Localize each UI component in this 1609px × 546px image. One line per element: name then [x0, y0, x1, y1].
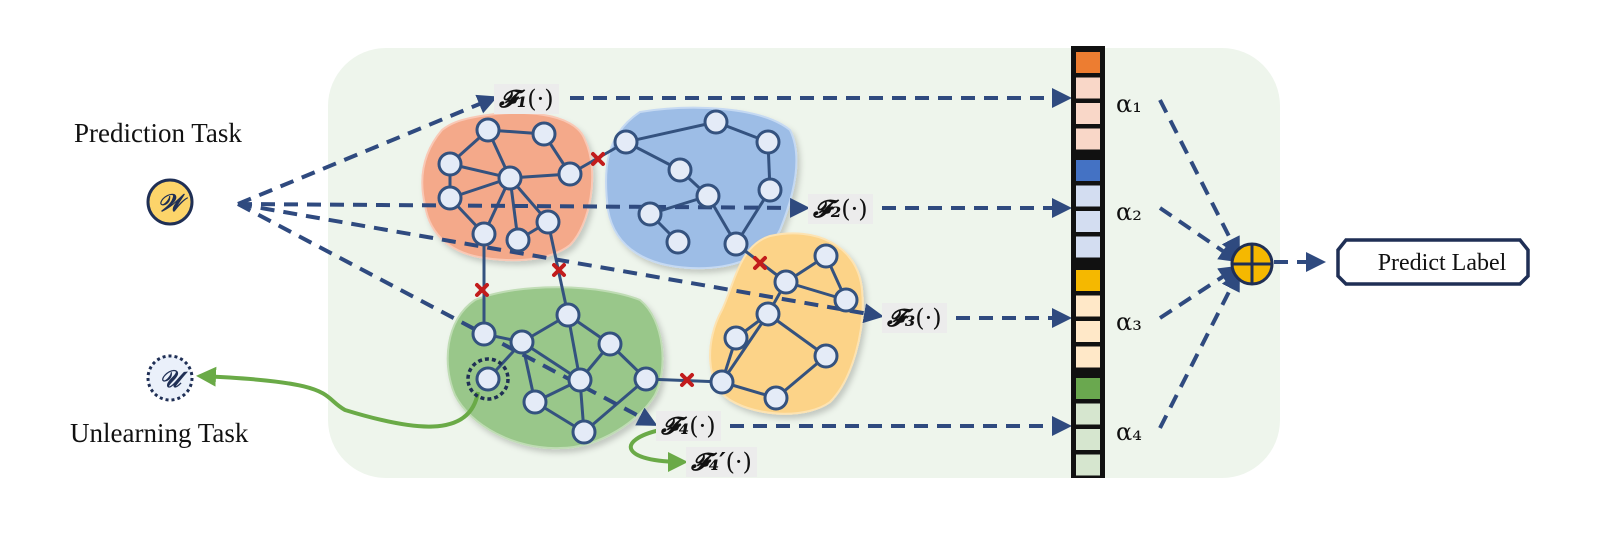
graph-node: [633, 366, 659, 392]
alpha-4: α₄: [1116, 418, 1142, 446]
graph-node: [773, 269, 799, 295]
cluster-yellow: [709, 232, 864, 415]
graph-node: [567, 367, 593, 393]
graph-node: [757, 177, 783, 203]
unlearn-arrow: [196, 366, 480, 429]
embedding-strips: [1071, 46, 1105, 478]
graph-node: [475, 366, 501, 392]
graph-node: [703, 109, 729, 135]
graph-node: [709, 369, 735, 395]
graph-node: [505, 227, 531, 253]
graph-node: [597, 331, 623, 357]
graph-node: [555, 302, 581, 328]
graph-edge: [720, 313, 770, 383]
strip-cell-4: [1076, 454, 1100, 476]
strip-cell-4: [1076, 378, 1100, 399]
f1-label: 𝓕₁(·): [494, 84, 559, 114]
strip-cell-3: [1076, 321, 1100, 342]
graph-node: [613, 129, 639, 155]
strip-cell-1: [1076, 52, 1100, 73]
graph-nodes: [437, 109, 859, 445]
graph-node: [522, 389, 548, 415]
alpha-3: α₃: [1116, 308, 1142, 336]
graph-node: [723, 325, 749, 351]
arrow-w-f3: [237, 202, 884, 324]
graph-edge: [625, 120, 717, 144]
arrow-a1-agg: [1158, 99, 1240, 258]
strip-cell-3: [1076, 295, 1100, 317]
cut-mark: [680, 373, 694, 387]
arrow-w-f1: [237, 94, 498, 206]
strip-cell-1: [1076, 77, 1100, 99]
aggregator: [1230, 242, 1274, 286]
arrow-a4-agg: [1158, 270, 1240, 429]
graph-node: [723, 231, 749, 257]
cut-mark: [475, 283, 489, 297]
cut-marks: [475, 152, 767, 387]
alpha-2: α₂: [1116, 198, 1142, 226]
graph-node: [755, 129, 781, 155]
f3-label: 𝓕₃(·): [882, 303, 947, 333]
prediction-task-label: Prediction Task: [74, 118, 242, 148]
graph-node: [437, 185, 463, 211]
graph-node: [475, 117, 501, 143]
cut-mark: [591, 152, 605, 166]
strip-cell-4: [1076, 403, 1100, 425]
predict-label-box: [1336, 238, 1530, 286]
graph-node: [471, 321, 497, 347]
f2-label: 𝓕₂(·): [808, 194, 873, 224]
strip-cell-4: [1076, 429, 1100, 450]
strip-cell-2: [1076, 211, 1100, 232]
graph-node: [531, 121, 557, 147]
graph-node: [535, 209, 561, 235]
graph-node: [813, 243, 839, 269]
strip-cell-2: [1076, 160, 1100, 181]
graph-node: [571, 419, 597, 445]
graph-node: [557, 161, 583, 187]
w-symbol: 𝒲: [157, 187, 183, 217]
graph-node: [763, 385, 789, 411]
graph-node: [637, 201, 663, 227]
graph-node: [497, 165, 523, 191]
strip-cell-1: [1076, 128, 1100, 150]
w-circle: [146, 178, 194, 226]
graph-node: [665, 229, 691, 255]
unlearning-task-label: Unlearning Task: [70, 418, 249, 448]
graph-node: [833, 287, 859, 313]
u-symbol: 𝒰: [159, 363, 181, 393]
cut-mark: [753, 256, 767, 270]
strip-cell-3: [1076, 270, 1100, 291]
f4-retrain-arrow: [628, 428, 688, 472]
strip-cell-2: [1076, 236, 1100, 258]
cluster-green: [446, 286, 664, 450]
graph-node: [667, 157, 693, 183]
f4-label: 𝓕₄(·): [656, 411, 721, 441]
cut-mark: [552, 263, 566, 277]
graph-node: [813, 343, 839, 369]
strip-cell-2: [1076, 185, 1100, 207]
graph-node: [509, 329, 535, 355]
graph-node: [437, 151, 463, 177]
unlearn-target-ring: [466, 357, 510, 401]
strip-cell-1: [1076, 103, 1100, 124]
graph-node: [471, 221, 497, 247]
alpha-1: α₁: [1116, 90, 1142, 118]
f4-prime-label: 𝓕₄′(·): [686, 447, 757, 477]
strip-cell-3: [1076, 346, 1100, 368]
arrow-a2-agg: [1158, 206, 1240, 263]
graph-node: [755, 301, 781, 327]
u-circle: [146, 354, 194, 402]
graph-node: [695, 183, 721, 209]
predict-label-text: Predict Label: [1377, 249, 1507, 276]
